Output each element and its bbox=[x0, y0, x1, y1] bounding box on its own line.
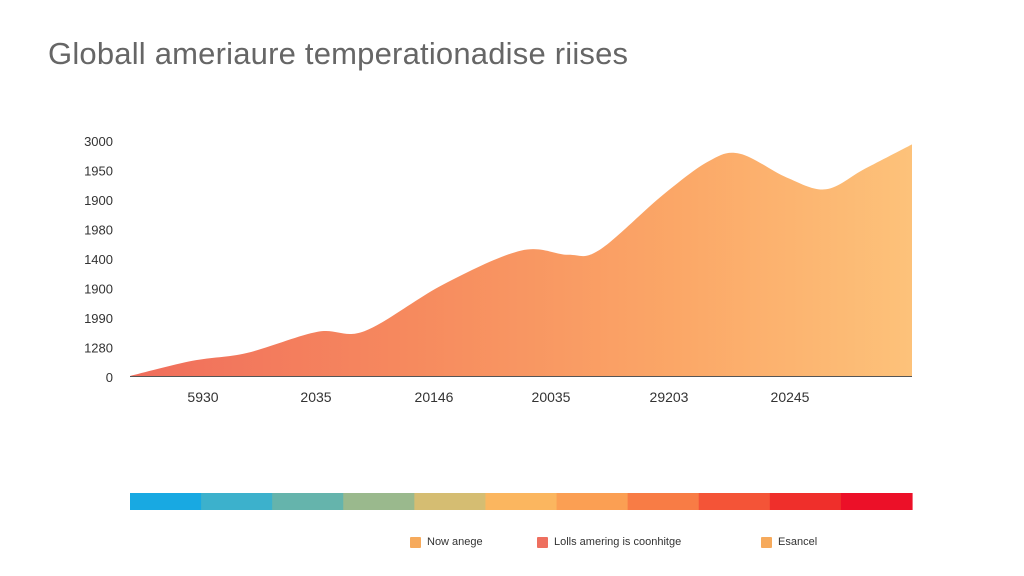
scale-bar-segment bbox=[627, 493, 700, 510]
legend-item-2: Lolls amering is coonhitge bbox=[537, 536, 681, 548]
legend-label-2: Lolls amering is coonhitge bbox=[554, 536, 682, 548]
chart-title: Globall ameriaure temperationadise riise… bbox=[48, 36, 629, 71]
y-tick-label: 1400 bbox=[84, 252, 113, 267]
scale-bar-segment bbox=[698, 493, 771, 510]
legend-swatch-1 bbox=[410, 536, 421, 548]
x-tick-label: 2035 bbox=[300, 389, 331, 405]
y-tick-label: 3000 bbox=[84, 134, 113, 149]
legend: Now anege Lolls amering is coonhitge Esa… bbox=[0, 536, 1024, 556]
y-tick-label: 1990 bbox=[84, 311, 113, 326]
x-tick-label: 5930 bbox=[187, 389, 218, 405]
y-tick-label: 1900 bbox=[84, 282, 113, 297]
area-series bbox=[130, 144, 912, 376]
legend-swatch-3 bbox=[761, 536, 772, 548]
x-tick-label: 29203 bbox=[650, 389, 689, 405]
x-tick-label: 20035 bbox=[532, 389, 571, 405]
legend-item-3: Esancel bbox=[761, 536, 817, 548]
x-axis-labels: 5930 2035 20146 20035 29203 20245 bbox=[187, 389, 809, 405]
y-tick-label: 0 bbox=[106, 370, 113, 385]
color-scale-bar bbox=[130, 493, 913, 510]
legend-swatch-2 bbox=[537, 536, 548, 548]
y-tick-label: 1900 bbox=[84, 193, 113, 208]
x-tick-label: 20146 bbox=[415, 389, 454, 405]
scale-bar-segment bbox=[201, 493, 273, 510]
area-layer bbox=[130, 144, 912, 376]
legend-label-3: Esancel bbox=[778, 536, 818, 548]
y-tick-label: 1980 bbox=[84, 223, 113, 238]
scale-bar-segment bbox=[769, 493, 842, 510]
scale-bar-segment bbox=[556, 493, 629, 510]
y-tick-label: 1950 bbox=[84, 164, 113, 179]
scale-bar-segment bbox=[485, 493, 558, 510]
scale-bar-segment bbox=[130, 493, 202, 510]
scale-bar-segment bbox=[343, 493, 415, 510]
x-tick-label: 20245 bbox=[771, 389, 810, 405]
y-axis-labels: 3000 1950 1900 1980 1400 1900 1990 1280 0 bbox=[84, 134, 113, 385]
scale-bar-segment bbox=[414, 493, 487, 510]
legend-item-1: Now anege bbox=[410, 536, 483, 548]
y-tick-label: 1280 bbox=[84, 341, 113, 356]
scale-bar-segment bbox=[840, 493, 913, 510]
legend-label-1: Now anege bbox=[427, 536, 483, 548]
scale-bar-segment bbox=[272, 493, 344, 510]
